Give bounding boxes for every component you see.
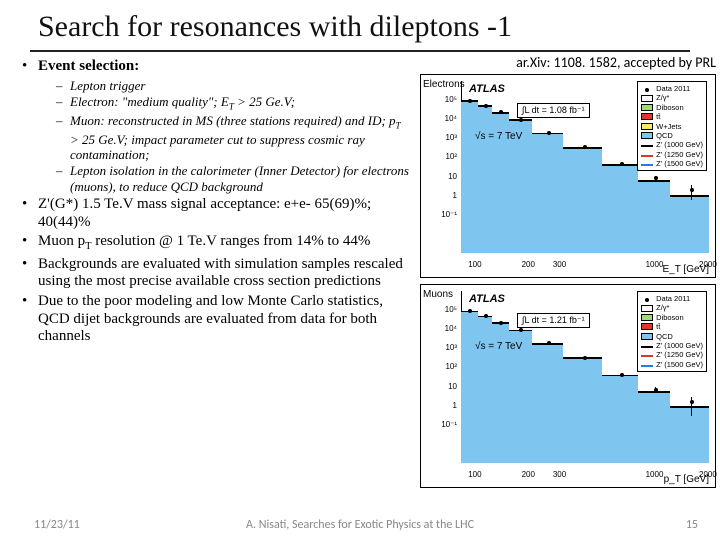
footer: 11/23/11 A. Nisati, Searches for Exotic … [0, 518, 720, 532]
inner-bullet: Lepton trigger [56, 78, 412, 93]
outer-bullets: Event selection: Lepton trigger Electron… [20, 58, 412, 346]
chart-muons: 10⁻¹11010²10³10⁴10⁵10020030010002000Muon… [420, 284, 716, 488]
chart-electrons: 10⁻¹11010²10³10⁴10⁵10020030010002000Elec… [420, 74, 716, 278]
inner-text: Electron: "medium quality"; ET > 25 Ge.V… [70, 94, 295, 109]
inner-text: Lepton trigger [70, 78, 145, 93]
slide-title: Search for resonances with dileptons -1 [38, 10, 682, 44]
right-column: 10⁻¹11010²10³10⁴10⁵10020030010002000Elec… [420, 74, 720, 494]
bullet-head: Event selection: [38, 58, 139, 74]
left-column: Event selection: Lepton trigger Electron… [20, 58, 418, 348]
slide: Search for resonances with dileptons -1 … [0, 0, 720, 540]
bullet-resolution: Muon pT resolution @ 1 Te.V ranges from … [22, 233, 412, 253]
bullet-acceptance: Z'(G*) 1.5 Te.V mass signal acceptance: … [22, 196, 412, 231]
inner-bullets: Lepton trigger Electron: "medium quality… [38, 78, 412, 194]
inner-text: Muon: reconstructed in MS (three station… [70, 113, 401, 162]
bullet-event-selection: Event selection: Lepton trigger Electron… [22, 58, 412, 194]
footer-date: 11/23/11 [34, 518, 80, 532]
inner-bullet: Electron: "medium quality"; ET > 25 Ge.V… [56, 94, 412, 112]
content: Event selection: Lepton trigger Electron… [20, 58, 700, 348]
bullet-qcd: Due to the poor modeling and low Monte C… [22, 293, 412, 346]
footer-author: A. Nisati, Searches for Exotic Physics a… [246, 518, 474, 532]
inner-bullet: Muon: reconstructed in MS (three station… [56, 113, 412, 162]
inner-bullet: Lepton isolation in the calorimeter (Inn… [56, 163, 412, 194]
bullet-backgrounds: Backgrounds are evaluated with simulatio… [22, 256, 412, 291]
title-wrap: Search for resonances with dileptons -1 [30, 8, 690, 52]
footer-page: 15 [686, 518, 698, 532]
bullet-text: Muon pT resolution @ 1 Te.V ranges from … [38, 233, 370, 249]
inner-text: Lepton isolation in the calorimeter (Inn… [70, 163, 409, 193]
arxiv-ref: ar.Xiv: 1108. 1582, accepted by PRL [516, 54, 716, 71]
